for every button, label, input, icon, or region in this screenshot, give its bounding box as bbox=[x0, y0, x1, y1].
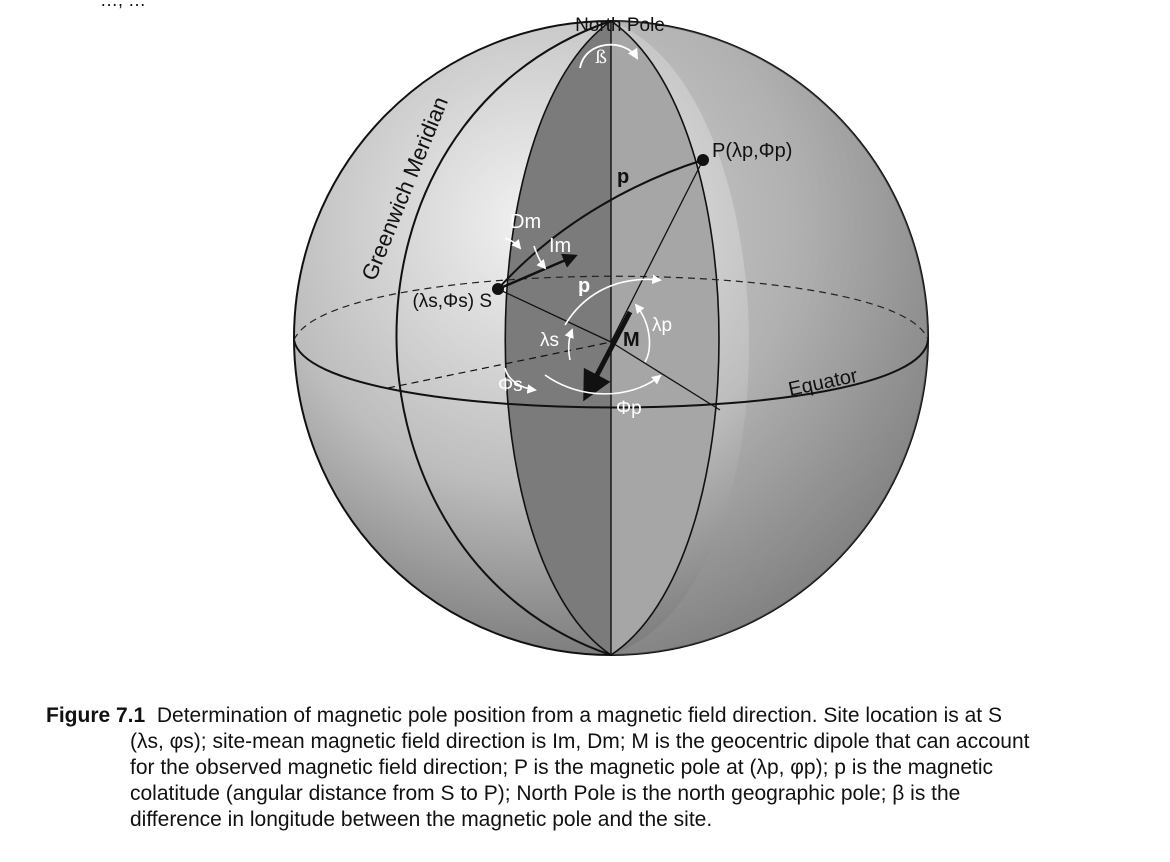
meridian-left-inner bbox=[504, 20, 612, 656]
meridian-right bbox=[610, 20, 720, 656]
lambda-p-label: λp bbox=[652, 315, 672, 336]
north-pole-label: North Pole bbox=[575, 15, 665, 36]
great-circle-arc-s-to-p bbox=[497, 159, 704, 290]
beta-label: ß bbox=[595, 47, 607, 68]
caption-line-1: Figure 7.1 Determination of magnetic pol… bbox=[46, 703, 1146, 729]
site-point-label: (λs,Φs) S bbox=[412, 291, 492, 312]
caption-text-1: Determination of magnetic pole position … bbox=[156, 704, 1002, 727]
phi-s-arc bbox=[504, 367, 537, 394]
phi-s-label: Φs bbox=[498, 375, 523, 396]
m-vector-label: M bbox=[623, 329, 640, 351]
beta-arc bbox=[579, 43, 639, 69]
caption-line-3: for the observed magnetic field directio… bbox=[130, 756, 994, 779]
dark-lune bbox=[505, 21, 611, 655]
pole-point-p bbox=[697, 154, 709, 166]
caption-line-2: (λs, φs); site-mean magnetic field direc… bbox=[130, 730, 1030, 753]
pole-point-label: P(λp,Φp) bbox=[712, 140, 792, 162]
im-label: Im bbox=[549, 235, 571, 257]
lambda-s-arc bbox=[564, 328, 574, 361]
p-angle-label: p bbox=[578, 275, 590, 297]
radius-equator-left bbox=[387, 341, 612, 389]
p-arc-label: p bbox=[617, 166, 629, 188]
dm-arc bbox=[504, 237, 522, 250]
globe-diagram: …, … North Pole ß P(λp,Φp) p Dm Im (λs,Φ… bbox=[100, 0, 929, 656]
equator-front bbox=[293, 339, 929, 409]
dm-label: Dm bbox=[510, 211, 541, 233]
im-arc bbox=[533, 245, 547, 270]
mid-lune bbox=[611, 21, 719, 655]
top-fragment-text: …, … bbox=[100, 0, 146, 10]
dipole-m-vector bbox=[583, 310, 633, 402]
figure-number: Figure 7.1 bbox=[46, 704, 146, 727]
lambda-s-label: λs bbox=[540, 330, 559, 351]
caption-line-5: difference in longitude between the magn… bbox=[130, 808, 713, 831]
field-direction-arrow bbox=[497, 253, 578, 291]
phi-p-label: Φp bbox=[616, 398, 642, 419]
site-point-s bbox=[492, 283, 504, 295]
figure-caption: Figure 7.1 Determination of magnetic pol… bbox=[46, 703, 1146, 833]
lambda-p-arc bbox=[634, 303, 651, 363]
radius-equator-right bbox=[610, 341, 721, 411]
radius-to-site bbox=[497, 288, 612, 343]
p-arc bbox=[564, 274, 662, 326]
phi-p-arc bbox=[544, 374, 662, 395]
caption-line-4: colatitude (angular distance from S to P… bbox=[130, 782, 961, 805]
greenwich-meridian-line bbox=[395, 20, 612, 656]
radius-to-pole bbox=[610, 159, 704, 343]
